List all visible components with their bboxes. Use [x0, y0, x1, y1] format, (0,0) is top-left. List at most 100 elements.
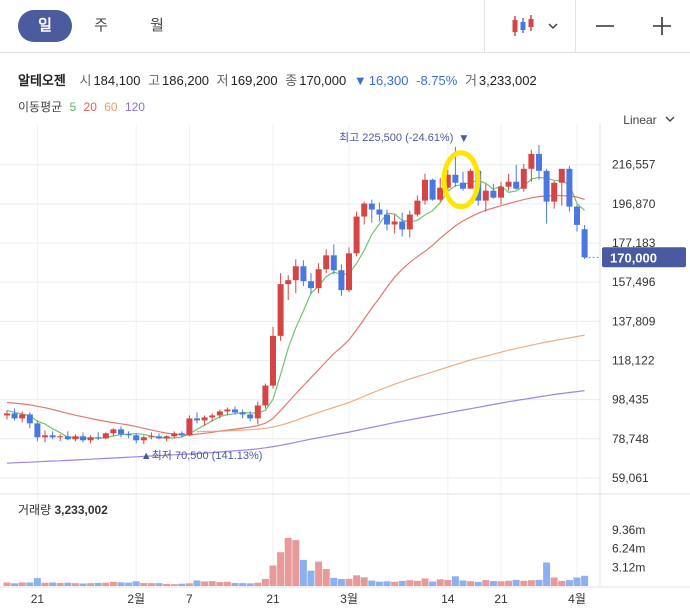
candle[interactable] [216, 409, 223, 419]
candle[interactable] [4, 410, 10, 420]
candle[interactable] [581, 225, 588, 259]
moving-average-legend[interactable]: 이동평균 5 20 60 120 [18, 98, 145, 115]
candle[interactable] [72, 434, 79, 442]
candle[interactable] [566, 165, 573, 212]
candle[interactable] [163, 435, 170, 442]
candle[interactable] [87, 435, 94, 444]
candle[interactable] [239, 409, 246, 419]
candle[interactable] [361, 201, 368, 225]
candle[interactable] [254, 401, 261, 425]
candle[interactable] [42, 430, 48, 443]
candle[interactable] [247, 411, 254, 422]
candle[interactable] [308, 273, 314, 295]
candle[interactable] [513, 164, 520, 190]
candle-body [270, 335, 276, 386]
candle[interactable] [520, 163, 527, 192]
candle[interactable] [262, 383, 269, 409]
candle[interactable] [406, 210, 413, 238]
candle[interactable] [102, 432, 109, 440]
volume-bar [18, 582, 26, 586]
chart-type-dropdown[interactable] [484, 0, 575, 52]
candle[interactable] [346, 247, 352, 293]
candle-body [414, 200, 421, 215]
candle[interactable] [11, 408, 18, 421]
candle[interactable] [505, 173, 512, 191]
candle[interactable] [376, 202, 383, 222]
candle[interactable] [178, 431, 185, 438]
candle[interactable] [80, 432, 86, 443]
candle[interactable] [498, 181, 504, 205]
candle[interactable] [171, 431, 178, 439]
volume-bar [520, 580, 528, 586]
candle[interactable] [285, 275, 292, 301]
candle[interactable] [133, 433, 140, 444]
candle[interactable] [277, 273, 284, 341]
candle[interactable] [429, 178, 436, 201]
candle[interactable] [19, 411, 26, 423]
volume-bar [512, 579, 520, 586]
candle[interactable] [414, 195, 421, 217]
candle[interactable] [315, 263, 322, 294]
tab-weekly[interactable]: 주 [94, 17, 108, 34]
candle[interactable] [323, 249, 330, 274]
tab-monthly[interactable]: 월 [150, 17, 164, 34]
candle[interactable] [194, 412, 200, 424]
candle[interactable] [232, 406, 238, 415]
candle[interactable] [460, 171, 466, 191]
candle[interactable] [422, 173, 428, 205]
candle[interactable] [551, 180, 558, 209]
candle-body [110, 429, 117, 434]
zoom-in-icon[interactable] [651, 15, 673, 37]
candle-body [292, 266, 299, 281]
candle[interactable] [437, 177, 444, 202]
candle[interactable] [270, 326, 276, 389]
candle[interactable] [543, 168, 550, 224]
candle-body [201, 417, 208, 421]
candle[interactable] [201, 415, 208, 426]
period-tabs: 일 주 월 [18, 10, 186, 42]
candle[interactable] [292, 259, 299, 294]
candle-body [300, 266, 307, 282]
candle[interactable] [536, 144, 542, 180]
candle[interactable] [118, 426, 124, 438]
candle[interactable] [209, 413, 216, 422]
candle[interactable] [482, 183, 489, 212]
candle-body [384, 214, 390, 225]
candle[interactable] [574, 204, 580, 232]
candle[interactable] [148, 432, 155, 440]
candle[interactable] [353, 211, 360, 257]
candle[interactable] [330, 244, 337, 275]
volume-bar [231, 583, 239, 586]
tab-daily[interactable]: 일 [18, 10, 72, 42]
candle[interactable] [140, 435, 147, 445]
candle[interactable] [26, 412, 33, 429]
zoom-out-icon[interactable] [594, 15, 616, 37]
candle[interactable] [528, 149, 535, 182]
volume-bar [322, 568, 330, 586]
candle[interactable] [34, 420, 41, 442]
candle[interactable] [300, 260, 307, 287]
candle[interactable] [490, 183, 497, 199]
candle[interactable] [391, 214, 398, 234]
volume-bar [109, 581, 117, 586]
candle[interactable] [384, 209, 390, 231]
candle[interactable] [444, 169, 451, 190]
candle[interactable] [64, 431, 71, 441]
candle[interactable] [186, 415, 193, 437]
candle[interactable] [467, 168, 474, 189]
volume-bar [581, 575, 589, 586]
candle[interactable] [125, 431, 132, 439]
y-tick-label: 59,061 [612, 471, 649, 485]
candle[interactable] [110, 428, 117, 437]
candle[interactable] [224, 407, 231, 416]
candle[interactable] [49, 431, 56, 440]
candle[interactable] [399, 212, 406, 237]
candle[interactable] [338, 264, 345, 297]
candle[interactable] [57, 434, 64, 442]
candle[interactable] [558, 168, 565, 206]
candle[interactable] [368, 199, 375, 223]
candle[interactable] [156, 433, 162, 440]
scale-selector[interactable]: Linear [623, 113, 676, 127]
candle[interactable] [95, 432, 102, 441]
